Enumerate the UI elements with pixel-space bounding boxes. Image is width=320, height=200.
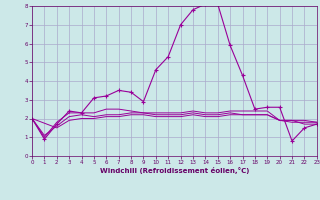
X-axis label: Windchill (Refroidissement éolien,°C): Windchill (Refroidissement éolien,°C)	[100, 167, 249, 174]
